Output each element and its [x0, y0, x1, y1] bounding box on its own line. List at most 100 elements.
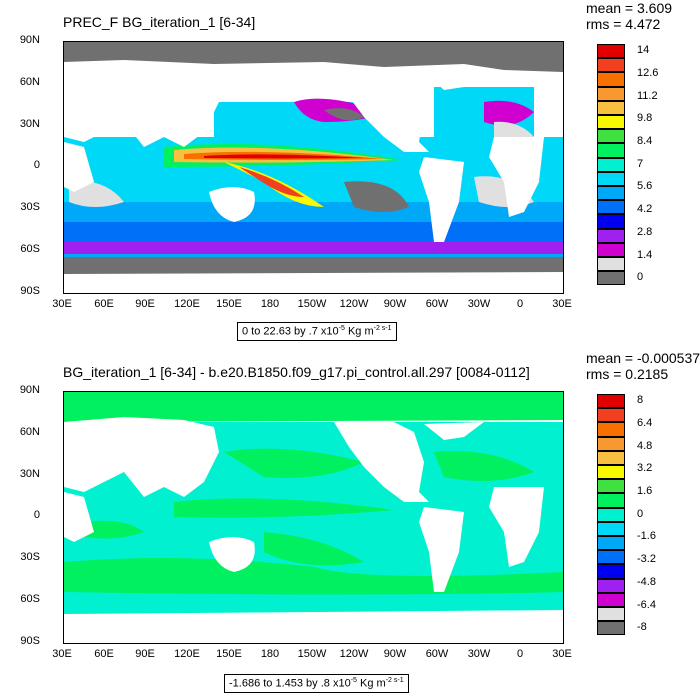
lat-tick: 30N: [19, 118, 40, 130]
colorbar-swatch: [597, 186, 625, 201]
lon-tick: 150E: [216, 648, 242, 660]
colorbar-label: 8.4: [637, 134, 653, 147]
lon-tick: 90W: [383, 298, 407, 310]
lon-tick: 150W: [297, 298, 327, 310]
bottom-rms-stat: rms = 0.2185: [586, 366, 669, 382]
colorbar-label: 4.8: [637, 439, 653, 452]
lon-tick: 90W: [383, 648, 407, 660]
range-text: -1.686 to 1.453 by .8 x10: [229, 677, 351, 690]
lat-tick: 90N: [19, 384, 40, 396]
colorbar-swatch: [597, 422, 625, 437]
colorbar-swatch: [597, 550, 625, 565]
colorbar-swatch: [597, 200, 625, 215]
colorbar-swatch: [597, 408, 625, 423]
lon-tick: 120W: [339, 298, 369, 310]
top-rms-stat: rms = 4.472: [586, 16, 661, 32]
colorbar-swatch: [597, 143, 625, 158]
colorbar-swatch: [597, 58, 625, 73]
colorbar-label: 2.8: [637, 225, 653, 238]
colorbar-swatch: [597, 592, 625, 607]
bottom-map-title: BG_iteration_1 [6-34] - b.e20.B1850.f09_…: [63, 364, 530, 380]
range-exponent: -5: [338, 325, 345, 332]
colorbar-swatch: [597, 257, 625, 272]
colorbar-label: 4.2: [637, 203, 653, 216]
colorbar-swatch: [597, 44, 625, 59]
colorbar-label: 5.6: [637, 180, 653, 193]
colorbar-label: 0: [637, 507, 644, 520]
colorbar-label: 12.6: [637, 66, 659, 79]
colorbar-swatch: [597, 214, 625, 229]
colorbar-swatch: [597, 436, 625, 451]
lat-tick: 60N: [19, 76, 40, 88]
colorbar-swatch: [597, 493, 625, 508]
colorbar-swatch: [597, 521, 625, 536]
lon-tick: 60W: [425, 648, 449, 660]
colorbar-swatch: [597, 171, 625, 186]
colorbar-label: 1.4: [637, 248, 653, 261]
lon-tick: 90E: [135, 648, 155, 660]
range-text: 0 to 22.63 by .7 x10: [242, 325, 339, 338]
lat-tick: 90S: [20, 635, 40, 647]
bottom-map-canvas: [64, 392, 563, 643]
colorbar-label: 0: [637, 271, 644, 284]
bottom-mean-stat: mean = -0.0005376: [586, 350, 700, 366]
colorbar-swatch: [597, 271, 625, 286]
colorbar-swatch: [597, 157, 625, 172]
colorbar-swatch: [597, 465, 625, 480]
lat-tick: 30S: [20, 201, 40, 213]
lat-tick: 90N: [19, 34, 40, 46]
lon-tick: 120E: [174, 298, 200, 310]
top-panel: PREC_F BG_iteration_1 [6-34] mean = 3.60…: [19, 0, 673, 341]
top-map-canvas: [64, 42, 563, 293]
colorbar-swatch: [597, 578, 625, 593]
lon-tick: 0: [516, 298, 524, 310]
colorbar-label: 9.8: [637, 112, 653, 125]
range-units: Kg m: [347, 325, 374, 338]
lon-tick: 30E: [552, 648, 572, 660]
colorbar-swatch: [597, 100, 625, 115]
lon-tick: 60E: [94, 648, 114, 660]
lon-tick: 30W: [467, 298, 491, 310]
lon-tick: 60E: [94, 298, 114, 310]
bottom-map-plot: [63, 391, 564, 644]
range-units: Kg m: [360, 677, 386, 690]
lat-tick: 60S: [20, 243, 40, 255]
lat-tick: 0: [33, 509, 40, 521]
lon-tick: 120W: [339, 648, 369, 660]
colorbar-label: 8: [637, 394, 644, 407]
top-map-title: PREC_F BG_iteration_1 [6-34]: [63, 14, 256, 30]
colorbar-label: 6.4: [637, 416, 653, 429]
colorbar-label: 7: [637, 157, 644, 170]
colorbar-label: -3.2: [637, 553, 656, 566]
colorbar-swatch: [597, 607, 625, 622]
top-mean-stat: mean = 3.609: [586, 0, 673, 16]
colorbar-swatch: [597, 479, 625, 494]
lon-tick: 180: [260, 648, 280, 660]
lat-tick: 30N: [19, 468, 40, 480]
lon-tick: 30W: [467, 648, 491, 660]
bottom-contour-range-box: -1.686 to 1.453 by .8 x10-5 Kg m-2 s-1: [224, 674, 409, 693]
colorbar-swatch: [597, 86, 625, 101]
colorbar-swatch: [597, 507, 625, 522]
colorbar-swatch: [597, 450, 625, 465]
colorbar-swatch: [597, 564, 625, 579]
colorbar-label: -1.6: [637, 530, 656, 543]
colorbar-swatch: [597, 129, 625, 144]
colorbar-label: -4.8: [637, 575, 656, 588]
lon-tick: 180: [260, 298, 280, 310]
colorbar-label: -6.4: [637, 598, 656, 611]
lat-tick: 90S: [20, 285, 40, 297]
range-exponent: -5: [350, 677, 357, 684]
colorbar-swatch: [597, 242, 625, 257]
colorbar-label: 11.2: [637, 89, 658, 102]
lon-tick: 90E: [135, 298, 155, 310]
colorbar-label: 1.6: [637, 484, 653, 497]
lat-tick: 30S: [20, 551, 40, 563]
range-units-exponent: -2 s-1: [385, 677, 404, 684]
colorbar-swatch: [597, 394, 625, 409]
colorbar-label: 14: [637, 44, 650, 57]
top-contour-range-box: 0 to 22.63 by .7 x10-5 Kg m-2 s-1: [237, 322, 397, 341]
lon-tick: 30E: [52, 648, 72, 660]
lat-tick: 60S: [20, 593, 40, 605]
lon-tick: 30E: [552, 298, 572, 310]
